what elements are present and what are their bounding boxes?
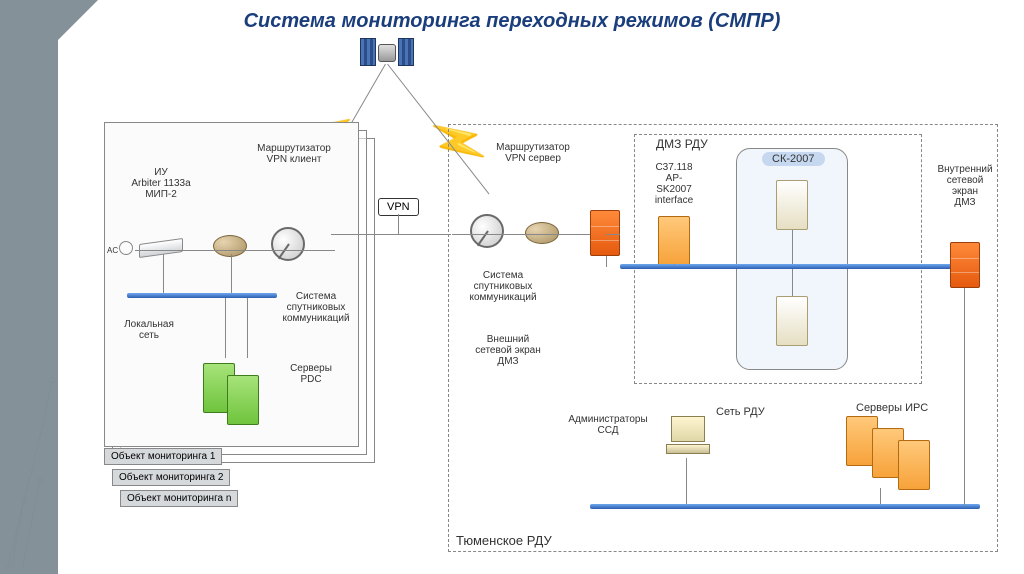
tab-monitor-2: Объект мониторинга 2: [112, 469, 230, 486]
sat-comm-label-center: Система спутниковых коммуникаций: [464, 270, 542, 303]
link-line: [606, 234, 620, 235]
satellite-dish-icon: [271, 227, 305, 261]
link-line: [674, 264, 675, 265]
vpn-line: [331, 234, 451, 235]
link-line: [686, 458, 687, 504]
admins-label: Администраторы ССД: [560, 414, 656, 436]
link-line: [452, 234, 592, 235]
tab-monitor-n: Объект мониторинга n: [120, 490, 238, 507]
router-icon: [213, 235, 247, 257]
int-firewall-label: Внутренний сетевой экран ДМЗ: [932, 164, 998, 208]
server-green-icon: [227, 375, 259, 425]
device-flat-icon: [139, 238, 183, 258]
iu-label: ИУ Arbiter 1133a МИП-2: [121, 167, 201, 200]
monitor-box-1: ИУ Arbiter 1133a МИП-2 Маршрутизатор VPN…: [104, 122, 359, 447]
ext-firewall-label: Внешний сетевой экран ДМЗ: [468, 334, 548, 367]
link-line: [792, 230, 793, 264]
satellite-dish-icon: [470, 214, 504, 248]
link-line: [880, 488, 881, 504]
ac-label: AC: [107, 247, 118, 256]
link-line: [964, 488, 965, 506]
dmz-title: ДМЗ РДУ: [656, 138, 708, 151]
server-orange-icon: [658, 216, 690, 266]
sk2007-label: СК-2007: [762, 152, 825, 166]
decor-branches: [2, 360, 60, 570]
pc-icon: [666, 416, 710, 456]
page-title: Система мониторинга переходных режимов (…: [0, 10, 1024, 33]
local-net-label: Локальная сеть: [119, 319, 179, 341]
server-beige-icon: [776, 180, 808, 230]
net-rdu-label: Сеть РДУ: [716, 406, 765, 418]
servers-pdc-label: Серверы PDC: [281, 363, 341, 385]
diagram-canvas: ⚡ ⚡ ИУ Arbiter 1133a МИП-2 Маршрутизатор…: [100, 56, 1010, 566]
link-line: [964, 288, 965, 488]
firewall-icon: [590, 210, 620, 256]
router-icon: [525, 222, 559, 244]
server-orange-icon: [898, 440, 930, 490]
link-line: [163, 254, 164, 293]
link-line: [792, 269, 793, 296]
tab-monitor-1: Объект мониторинга 1: [104, 448, 222, 465]
ac-icon: [119, 241, 133, 255]
title-text: Система мониторинга переходных режимов (…: [244, 10, 781, 32]
servers-irs-label: Серверы ИРС: [856, 402, 928, 414]
link-line: [606, 256, 607, 267]
bus-rdu: [590, 504, 980, 509]
interface-label: C37.118 AP- SK2007 interface: [644, 162, 704, 206]
bus-local: [127, 293, 277, 298]
link-line: [231, 254, 232, 293]
server-beige-icon: [776, 296, 808, 346]
router-client-label: Маршрутизатор VPN клиент: [249, 143, 339, 165]
link-line: [135, 250, 335, 251]
router-server-label: Маршрутизатор VPN сервер: [488, 142, 578, 164]
firewall-icon: [950, 242, 980, 288]
link-line: [247, 298, 248, 358]
link-line: [225, 298, 226, 358]
link-line: [398, 214, 399, 234]
sat-comm-label-left: Система спутниковых коммуникаций: [277, 291, 355, 324]
tyumen-rdu-label: Тюменское РДУ: [456, 534, 552, 548]
